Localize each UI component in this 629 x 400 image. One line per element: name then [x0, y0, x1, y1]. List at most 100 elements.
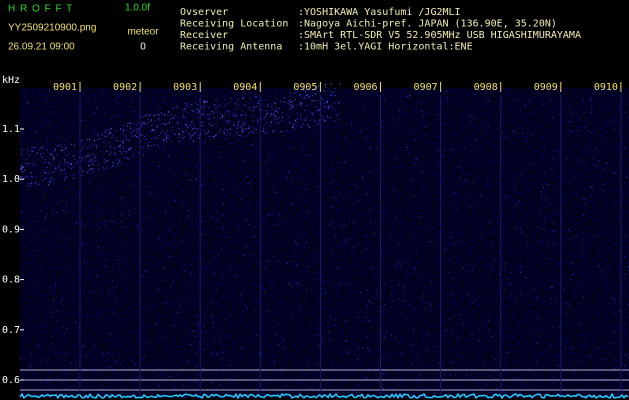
speckle: [476, 147, 478, 149]
speckle: [285, 385, 287, 387]
speckle: [304, 119, 306, 121]
speckle: [141, 165, 143, 167]
speckle: [128, 158, 130, 160]
speckle: [122, 133, 124, 135]
speckle: [178, 300, 180, 302]
speckle: [97, 168, 99, 170]
speckle: [327, 107, 329, 109]
info-label: Receiving Antenna: [180, 42, 282, 53]
speckle: [226, 110, 228, 112]
speckle: [164, 140, 166, 142]
speckle: [136, 129, 138, 131]
speckle: [22, 171, 24, 173]
speckle: [279, 219, 281, 221]
speckle: [201, 220, 203, 222]
speckle: [27, 102, 29, 104]
speckle: [175, 387, 177, 389]
speckle: [195, 112, 197, 114]
speckle: [204, 105, 206, 107]
speckle: [126, 123, 128, 125]
speckle: [93, 168, 95, 170]
datetime: 26.09.21 09:00: [8, 42, 75, 53]
speckle: [170, 376, 172, 378]
speckle: [65, 202, 67, 204]
speckle: [165, 211, 167, 213]
speckle: [324, 120, 326, 122]
speckle: [224, 129, 226, 131]
speckle: [310, 112, 312, 114]
speckle: [451, 277, 453, 279]
speckle: [185, 123, 187, 125]
speckle: [266, 106, 268, 108]
speckle: [254, 105, 256, 107]
speckle: [197, 117, 199, 119]
speckle: [82, 170, 84, 172]
speckle: [299, 103, 301, 105]
speckle: [130, 127, 132, 129]
speckle: [295, 119, 297, 121]
speckle: [45, 187, 47, 189]
speckle: [114, 154, 116, 156]
speckle: [348, 349, 350, 351]
speckle: [515, 227, 517, 229]
speckle: [38, 183, 40, 185]
speckle: [286, 262, 288, 264]
speckle: [160, 111, 162, 113]
speckle: [313, 100, 315, 102]
speckle: [449, 272, 451, 274]
speckle: [203, 367, 205, 369]
speckle: [415, 158, 417, 160]
speckle: [246, 307, 248, 309]
speckle: [367, 289, 369, 291]
speckle: [135, 127, 137, 129]
speckle: [158, 119, 160, 121]
speckle: [330, 83, 332, 85]
speckle: [123, 140, 125, 142]
speckle: [236, 127, 238, 129]
speckle: [197, 104, 199, 106]
speckle: [340, 225, 342, 227]
speckle: [20, 212, 22, 214]
speckle: [98, 247, 100, 249]
speckle: [80, 157, 82, 159]
speckle: [563, 288, 565, 290]
speckle: [47, 358, 49, 360]
speckle: [229, 120, 231, 122]
speckle: [369, 148, 371, 150]
speckle: [213, 340, 215, 342]
speckle: [542, 104, 544, 106]
speckle: [53, 158, 55, 160]
speckle: [551, 287, 553, 289]
speckle: [518, 201, 520, 203]
speckle: [183, 116, 185, 118]
speckle: [65, 155, 67, 157]
speckle: [334, 325, 336, 327]
speckle: [91, 291, 93, 293]
speckle: [300, 126, 302, 128]
speckle: [407, 263, 409, 265]
speckle: [150, 138, 152, 140]
speckle: [505, 262, 507, 264]
speckle: [283, 347, 285, 349]
speckle: [527, 258, 529, 260]
speckle: [163, 113, 165, 115]
speckle: [212, 352, 214, 354]
speckle: [119, 266, 121, 268]
speckle: [194, 132, 196, 134]
speckle: [573, 371, 575, 373]
speckle: [132, 135, 134, 137]
speckle: [390, 334, 392, 336]
speckle: [47, 137, 49, 139]
speckle: [108, 142, 110, 144]
speckle: [580, 360, 582, 362]
speckle: [489, 392, 491, 394]
speckle: [56, 154, 58, 156]
speckle: [471, 334, 473, 336]
speckle: [547, 258, 549, 260]
speckle: [323, 119, 325, 121]
speckle: [328, 108, 330, 110]
speckle: [63, 353, 65, 355]
speckle: [252, 132, 254, 134]
speckle: [108, 129, 110, 131]
speckle: [173, 325, 175, 327]
